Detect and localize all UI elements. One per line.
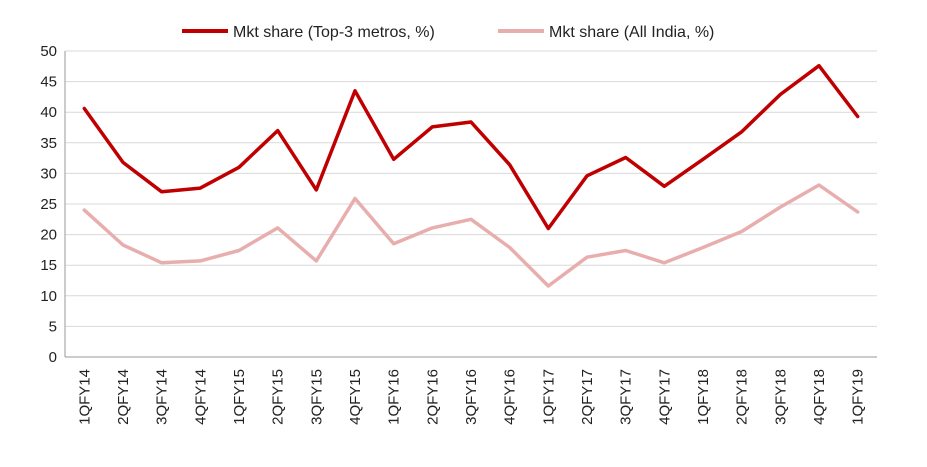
legend-label-top3-metros: Mkt share (Top-3 metros, %) — [233, 24, 435, 41]
legend: Mkt share (Top-3 metros, %) Mkt share (A… — [182, 24, 714, 41]
x-tick-label-2QFY15: 2QFY15 — [270, 369, 287, 425]
x-axis-tick-labels: 1QFY14 2QFY14 3QFY14 4QFY14 1QFY15 2QFY15 3QFY… — [76, 369, 866, 425]
y-tick-label-50: 50 — [40, 43, 57, 60]
y-axis-tick-labels: 0 5 10 15 20 25 30 35 40 45 50 — [40, 43, 57, 366]
x-tick-label-1QFY15: 1QFY15 — [231, 369, 248, 425]
series-line-all-india — [82, 183, 860, 288]
y-tick-label-15: 15 — [40, 257, 57, 274]
series-line-top3-metros — [82, 63, 860, 231]
gridlines — [65, 50, 877, 327]
x-tick-label-2QFY17: 2QFY17 — [579, 369, 596, 425]
x-tick-label-4QFY14: 4QFY14 — [192, 369, 209, 425]
x-tick-label-2QFY18: 2QFY18 — [734, 369, 751, 425]
axes — [64, 51, 877, 358]
x-tick-label-2QFY14: 2QFY14 — [115, 369, 132, 425]
y-tick-label-20: 20 — [40, 227, 57, 244]
x-tick-label-2QFY16: 2QFY16 — [424, 369, 441, 425]
y-tick-label-35: 35 — [40, 135, 57, 152]
y-tick-label-30: 30 — [40, 165, 57, 182]
legend-label-all-india: Mkt share (All India, %) — [549, 24, 714, 41]
x-tick-label-4QFY16: 4QFY16 — [502, 369, 519, 425]
x-tick-label-3QFY15: 3QFY15 — [308, 369, 325, 425]
x-tick-label-1QFY17: 1QFY17 — [540, 369, 557, 425]
y-tick-label-40: 40 — [40, 104, 57, 121]
y-tick-label-10: 10 — [40, 288, 57, 305]
x-tick-label-3QFY18: 3QFY18 — [772, 369, 789, 425]
x-tick-label-4QFY17: 4QFY17 — [656, 369, 673, 425]
x-tick-label-1QFY16: 1QFY16 — [386, 369, 403, 425]
x-tick-label-4QFY18: 4QFY18 — [811, 369, 828, 425]
x-tick-label-3QFY14: 3QFY14 — [154, 369, 171, 425]
y-tick-label-0: 0 — [49, 349, 57, 366]
x-tick-label-3QFY17: 3QFY17 — [618, 369, 635, 425]
x-tick-label-3QFY16: 3QFY16 — [463, 369, 480, 425]
x-tick-label-4QFY15: 4QFY15 — [347, 369, 364, 425]
y-tick-label-25: 25 — [40, 196, 57, 213]
x-tick-label-1QFY14: 1QFY14 — [76, 369, 93, 425]
y-tick-label-5: 5 — [49, 318, 57, 335]
series-lines — [82, 63, 860, 288]
x-tick-label-1QFY18: 1QFY18 — [695, 369, 712, 425]
x-tick-label-1QFY19: 1QFY19 — [850, 369, 867, 425]
y-tick-label-45: 45 — [40, 74, 57, 91]
